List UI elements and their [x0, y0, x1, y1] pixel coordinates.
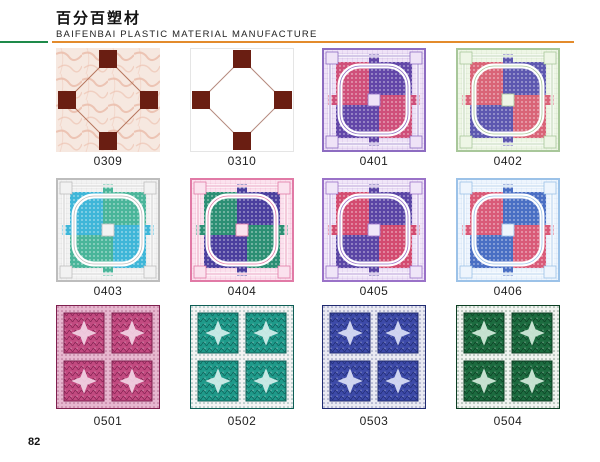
- tile-swatch-0402[interactable]: [456, 48, 560, 152]
- tile-code: 0310: [227, 154, 257, 168]
- tile-swatch-0309[interactable]: [56, 48, 160, 152]
- tile-pattern-graphic: [456, 305, 560, 409]
- tile-swatch-0405[interactable]: [322, 178, 426, 282]
- tile-swatch-0501[interactable]: [56, 305, 160, 409]
- tile-pattern-graphic: [322, 305, 426, 409]
- tile-swatch-0310[interactable]: [190, 48, 294, 152]
- tile-code: 0402: [493, 154, 523, 168]
- tile-code: 0309: [93, 154, 123, 168]
- tile-pattern-graphic: [322, 178, 426, 282]
- tile-code: 0501: [93, 414, 123, 428]
- page-header: 百分百塑材 BAIFENBAI PLASTIC MATERIAL MANUFAC…: [0, 0, 600, 50]
- tile-pattern-graphic: [456, 178, 560, 282]
- tile-code: 0504: [493, 414, 523, 428]
- tile-pattern-graphic: [190, 178, 294, 282]
- tile-pattern-graphic: [56, 48, 160, 152]
- tile-pattern-graphic: [456, 48, 560, 152]
- tile-pattern-graphic: [56, 305, 160, 409]
- tile-code: 0401: [359, 154, 389, 168]
- tile-swatch-0403[interactable]: [56, 178, 160, 282]
- tile-code: 0406: [493, 284, 523, 298]
- tile-pattern-graphic: [190, 48, 294, 152]
- tile-swatch-0503[interactable]: [322, 305, 426, 409]
- tile-swatch-0401[interactable]: [322, 48, 426, 152]
- page-number: 82: [28, 436, 41, 448]
- tile-code: 0503: [359, 414, 389, 428]
- tile-pattern-graphic: [322, 48, 426, 152]
- tile-swatch-0406[interactable]: [456, 178, 560, 282]
- header-rule-green: [0, 41, 48, 43]
- tile-code: 0404: [227, 284, 257, 298]
- brand-name-chinese: 百分百塑材: [56, 9, 142, 27]
- tile-swatch-0404[interactable]: [190, 178, 294, 282]
- tile-code: 0405: [359, 284, 389, 298]
- tile-pattern-graphic: [56, 178, 160, 282]
- tile-swatch-0502[interactable]: [190, 305, 294, 409]
- tile-code: 0403: [93, 284, 123, 298]
- tile-pattern-graphic: [190, 305, 294, 409]
- brand-name-english: BAIFENBAI PLASTIC MATERIAL MANUFACTURE: [56, 29, 318, 40]
- tile-swatch-0504[interactable]: [456, 305, 560, 409]
- header-rule-orange: [52, 41, 574, 43]
- tile-code: 0502: [227, 414, 257, 428]
